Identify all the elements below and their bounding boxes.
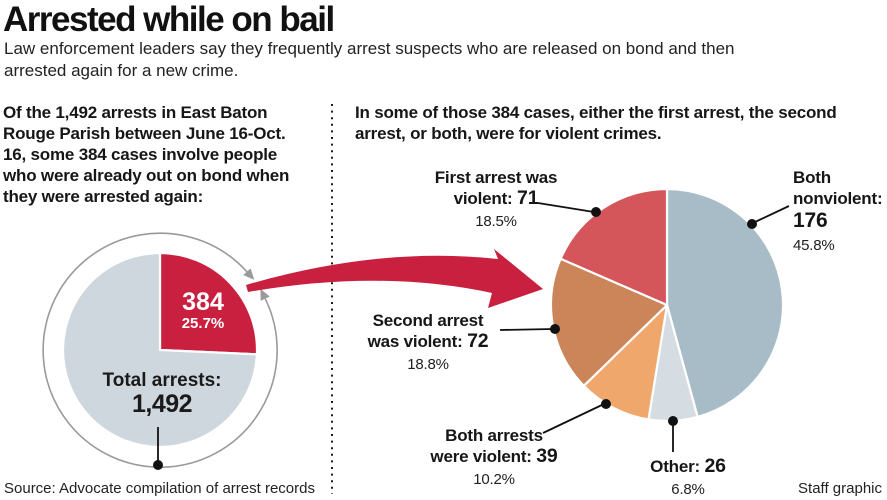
label-line: nonviolent:	[793, 189, 883, 208]
page-subtitle: Law enforcement leaders say they frequen…	[4, 39, 735, 80]
total-arrests-leader-dot	[153, 460, 163, 470]
bond-slice-pct: 25.7%	[181, 315, 225, 332]
label-value: 72	[467, 330, 489, 352]
cycle-arrowhead-bottom-icon	[260, 288, 270, 301]
right-panel-intro: In some of those 384 cases, either the f…	[355, 103, 837, 143]
label-both-nonviolent: Both nonviolent: 176 45.8%	[793, 167, 885, 256]
label-pct: 18.5%	[475, 213, 517, 230]
both-arrests-were-violent-slice	[582, 303, 669, 421]
label-line: Other: 26	[650, 455, 726, 477]
label-line: violent: 71	[453, 187, 539, 209]
total-arrests-label: Total arrests:	[102, 370, 222, 391]
page-title: Arrested while on bail	[3, 0, 335, 39]
label-second-arrest-violent: Second arrest was violent: 72 18.8%	[352, 310, 504, 375]
left-panel-intro: Of the 1,492 arrests in East Baton Rouge…	[3, 103, 290, 206]
label-other: Other: 26 6.8%	[618, 456, 758, 500]
label-value: 26	[704, 455, 726, 477]
label-line: Both	[793, 168, 831, 187]
second-arrest-leader-line	[499, 328, 554, 331]
label-line: were violent: 39	[430, 445, 558, 467]
label-line: Both arrests	[445, 426, 543, 445]
label-first-arrest-violent: First arrest was violent: 71 18.5%	[425, 167, 567, 232]
label-pct: 10.2%	[473, 471, 515, 488]
label-value: 71	[517, 187, 539, 209]
label-pct: 18.8%	[407, 356, 449, 373]
label-value: 176	[793, 209, 828, 232]
out-on-bond-when-arrested-again-slice	[158, 251, 259, 356]
other-leader-dot	[668, 416, 678, 426]
all-other-arrests-slice	[61, 251, 258, 449]
source-credit: Source: Advocate compilation of arrest r…	[4, 480, 315, 497]
total-arrests-pie	[61, 251, 259, 449]
red-swoosh-arrow-icon	[246, 249, 543, 308]
label-value: 39	[536, 445, 558, 467]
cycle-arrowhead-top-icon	[243, 268, 255, 280]
cycle-arc	[42, 232, 278, 468]
both-arrests-leader-dot	[601, 399, 611, 409]
second-arrest-leader-dot	[550, 324, 560, 334]
both-nonviolent-slice	[665, 187, 785, 418]
both-nonviolent-leader-dot	[747, 219, 757, 229]
first-arrest-was-violent-slice	[559, 187, 669, 307]
bond-slice-value: 384	[182, 288, 224, 316]
label-pct: 45.8%	[793, 237, 835, 254]
both-nonviolent-leader-line	[754, 205, 790, 223]
total-arrests-value: 1,492	[131, 390, 193, 418]
label-line: was violent: 72	[367, 330, 489, 352]
staff-credit: Staff graphic	[798, 480, 882, 497]
label-line: First arrest was	[434, 168, 558, 187]
both-arrests-leader-line	[542, 403, 605, 434]
first-arrest-leader-line	[537, 202, 595, 213]
label-both-arrests-violent: Both arrests were violent: 39 10.2%	[414, 425, 574, 490]
violent-breakdown-pie	[549, 187, 785, 423]
label-pct: 6.8%	[671, 481, 705, 498]
first-arrest-leader-dot	[591, 207, 601, 217]
label-line: Second arrest	[372, 311, 484, 330]
